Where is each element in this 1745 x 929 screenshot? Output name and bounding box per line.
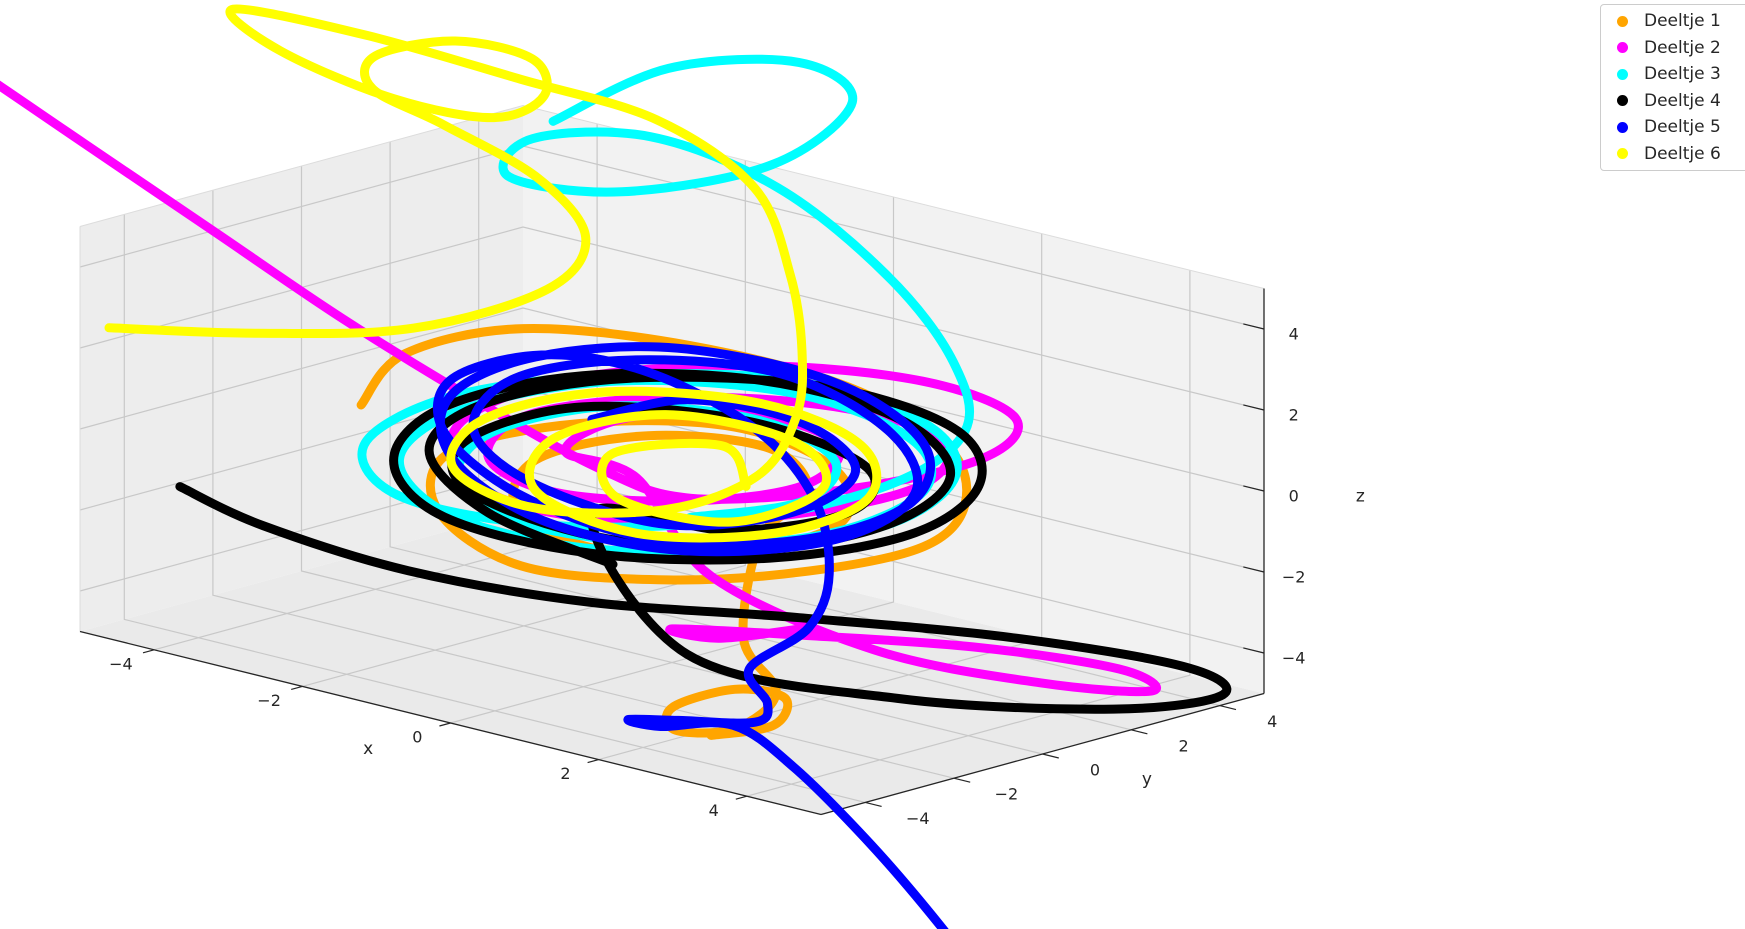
legend-marker-icon <box>1617 15 1628 27</box>
legend-marker-icon <box>1617 68 1628 80</box>
z-tick <box>1243 323 1265 330</box>
pane-top-edge <box>79 104 1265 289</box>
y-tick <box>953 777 971 783</box>
legend-marker-icon <box>1617 121 1628 133</box>
z-tick <box>1243 566 1265 573</box>
legend-item: Deeltje 1 <box>1607 8 1745 35</box>
y-grid-line <box>300 166 1043 755</box>
z-tick-label: 0 <box>1289 486 1299 505</box>
x-tick <box>291 685 303 690</box>
x-grid-line <box>302 160 746 687</box>
z-tick-label: 2 <box>1289 405 1299 424</box>
legend-marker-icon <box>1617 42 1628 54</box>
x-grid-line <box>450 197 895 724</box>
x-axis-label: x <box>363 739 373 759</box>
x-tick <box>735 795 748 800</box>
x-tick <box>439 722 451 727</box>
legend-label: Deeltje 4 <box>1644 90 1721 111</box>
trajectory-line <box>104 4 882 543</box>
y-tick-label: 0 <box>1090 761 1100 780</box>
legend-label: Deeltje 5 <box>1644 117 1721 138</box>
legend-item: Deeltje 3 <box>1607 61 1745 88</box>
x-tick-label: 2 <box>560 764 570 783</box>
legend-marker-icon <box>1617 95 1628 107</box>
legend-item: Deeltje 5 <box>1607 114 1745 141</box>
y-tick <box>1130 729 1148 735</box>
legend-item: Deeltje 4 <box>1607 88 1745 115</box>
y-tick-label: 4 <box>1267 712 1277 731</box>
x-tick-label: −2 <box>257 691 281 710</box>
legend: Deeltje 1 Deeltje 2 Deeltje 3 Deeltje 4 … <box>1600 4 1745 171</box>
y-grid-line <box>212 190 955 779</box>
x-tick <box>587 759 599 764</box>
y-grid-line <box>123 214 866 803</box>
y-tick-label: −4 <box>906 809 930 828</box>
z-tick <box>1243 647 1265 654</box>
z-grid-line <box>79 226 1265 411</box>
z-tick-label: −2 <box>1282 567 1306 586</box>
x-tick-label: 4 <box>709 801 719 820</box>
legend-marker-icon <box>1617 148 1628 160</box>
y-tick <box>1219 705 1237 711</box>
z-axis-label: z <box>1356 486 1365 506</box>
z-tick <box>1243 404 1265 411</box>
legend-item: Deeltje 2 <box>1607 35 1745 62</box>
y-grid-line <box>389 141 1132 731</box>
legend-item: Deeltje 6 <box>1607 141 1745 168</box>
x-tick-label: −4 <box>109 654 133 673</box>
legend-label: Deeltje 1 <box>1644 11 1721 32</box>
trajectories <box>0 4 1232 929</box>
z-tick <box>1243 485 1265 492</box>
legend-label: Deeltje 3 <box>1644 64 1721 85</box>
z-tick-label: −4 <box>1282 648 1306 667</box>
z-tick-label: 4 <box>1289 324 1299 343</box>
y-tick <box>865 801 882 807</box>
y-tick-label: 2 <box>1179 736 1189 755</box>
x-tick-label: 0 <box>412 728 422 747</box>
axis-ticks: −4 −2 0 2 4 −4 −2 0 2 4 −4 −2 0 2 4 x y z <box>109 323 1365 828</box>
y-tick-label: −2 <box>995 785 1019 804</box>
x-grid-line <box>746 270 1191 797</box>
x-tick <box>142 649 155 654</box>
legend-label: Deeltje 2 <box>1644 37 1721 58</box>
y-tick <box>1042 753 1059 759</box>
legend-label: Deeltje 6 <box>1644 143 1721 164</box>
y-axis-label: y <box>1142 770 1152 790</box>
